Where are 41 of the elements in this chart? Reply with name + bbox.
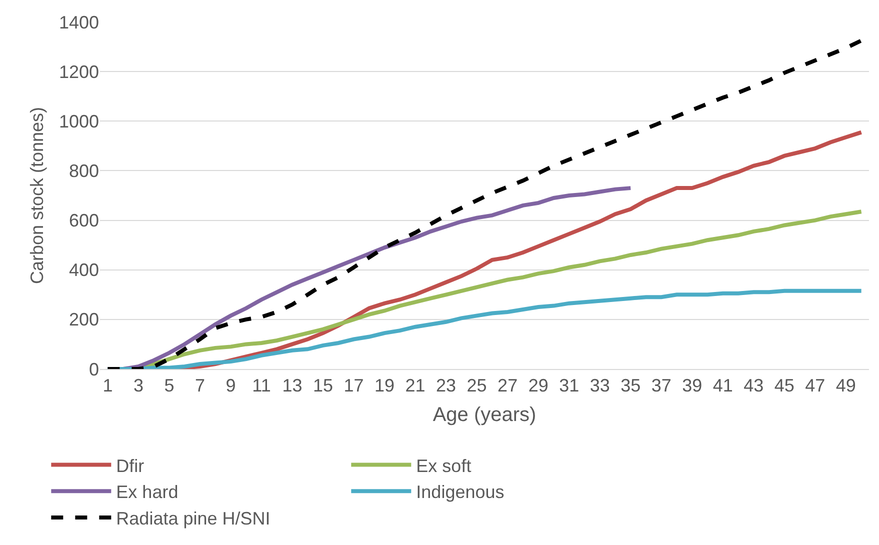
x-tick-label: 45 xyxy=(774,376,794,396)
y-tick-label: 1200 xyxy=(58,62,99,82)
x-tick-label: 23 xyxy=(436,376,456,396)
x-tick-label: 41 xyxy=(712,376,733,396)
x-tick-label: 47 xyxy=(805,376,826,396)
legend-label: Indigenous xyxy=(416,482,504,502)
x-tick-label: 11 xyxy=(252,376,271,396)
x-tick-label: 19 xyxy=(374,376,395,396)
x-tick-label: 1 xyxy=(102,376,113,396)
legend-label: Radiata pine H/SNI xyxy=(116,508,270,529)
x-axis-title: Age (years) xyxy=(432,404,536,426)
x-tick-label: 43 xyxy=(744,376,764,396)
x-tick-label: 37 xyxy=(651,376,672,396)
x-tick-label: 21 xyxy=(405,376,426,396)
y-tick-label: 0 xyxy=(88,359,99,380)
x-tick-label: 17 xyxy=(344,376,364,396)
line-series xyxy=(106,38,864,369)
y-tick-label: 1400 xyxy=(58,12,99,32)
x-tick-label: 31 xyxy=(559,376,580,396)
x-tick-label: 15 xyxy=(312,376,334,396)
x-tick-label: 7 xyxy=(194,376,205,396)
x-tick-label: 49 xyxy=(836,376,856,396)
x-tick-label: 35 xyxy=(620,376,641,396)
legend-label: Ex soft xyxy=(416,456,472,476)
x-tick-label: 29 xyxy=(528,376,548,396)
y-tick-label: 400 xyxy=(68,260,99,280)
x-tick-label: 13 xyxy=(282,376,302,396)
y-tick-label: 1000 xyxy=(58,111,99,132)
x-tick-label: 27 xyxy=(498,376,518,396)
x-tick-label: 9 xyxy=(226,376,236,396)
y-tick-label: 800 xyxy=(68,161,99,182)
legend-label: Ex hard xyxy=(116,482,178,502)
y-tick-label: 600 xyxy=(68,210,99,231)
x-tick-label: 25 xyxy=(466,376,487,396)
x-tick-label: 39 xyxy=(682,376,702,396)
y-tick-label: 200 xyxy=(68,310,99,330)
x-tick-label: 3 xyxy=(133,376,144,396)
x-tick-label: 5 xyxy=(164,376,174,396)
legend-label: Dfir xyxy=(116,456,144,476)
y-axis-title: Carbon stock (tonnes) xyxy=(27,106,48,284)
x-tick-label: 33 xyxy=(590,376,610,396)
